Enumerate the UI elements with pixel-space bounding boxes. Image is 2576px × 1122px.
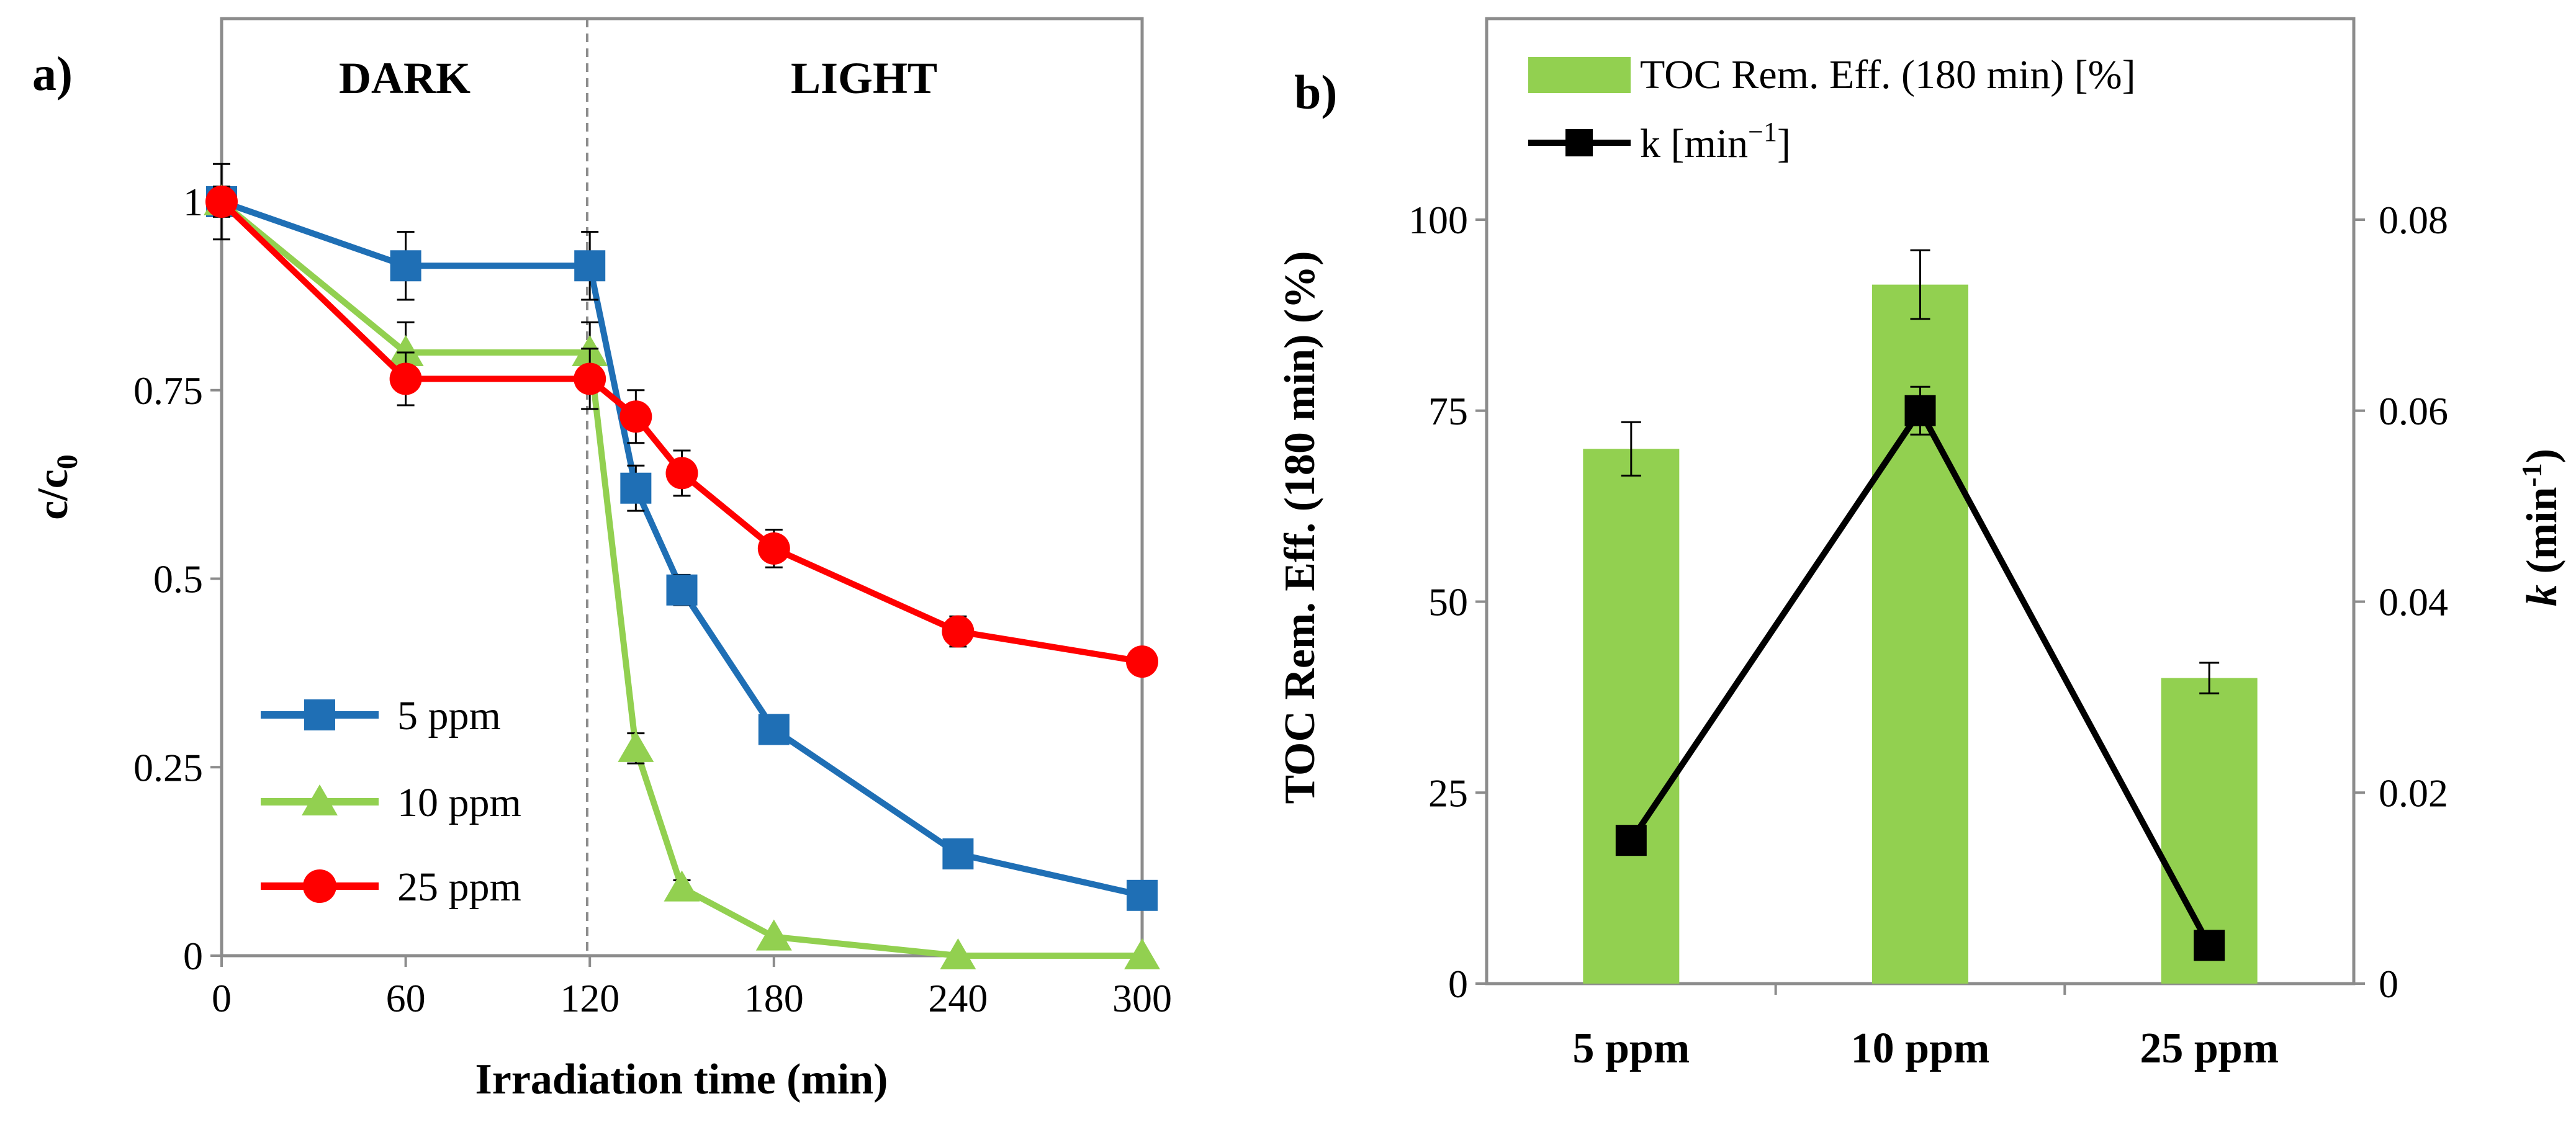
legend-label-10ppm: 10 ppm [397, 780, 521, 825]
legend-b: TOC Rem. Eff. (180 min) [%] k [min−1] [1528, 52, 2136, 166]
legend-label-k: k [min−1] [1640, 117, 1791, 166]
y-tick-label-a: 1 [183, 180, 203, 224]
y-tick-label-a: 0.5 [153, 557, 203, 601]
legend-marker-circle [303, 869, 336, 903]
y-axis-title-a: c/c0 [29, 454, 84, 520]
data-point-10-ppm [1124, 938, 1160, 969]
panel-b-chart: b) TOC Rem. Eff. (180 min) [%] k [min−1]… [1276, 17, 2566, 1072]
y-tick-label-a: 0.25 [133, 745, 203, 789]
y2-tick-label-b: 0 [2379, 962, 2398, 1006]
x-axis-ticks-a: 0 60 120 180 240 300 [212, 956, 1172, 1020]
region-light-label: LIGHT [791, 53, 937, 103]
k-point-10-ppm [1904, 395, 1936, 426]
k-point-25-ppm [2194, 930, 2225, 961]
data-point-5-ppm [390, 250, 421, 282]
y2-tick-label-b: 0.02 [2379, 771, 2448, 815]
legend-label-k-end: ] [1777, 121, 1791, 166]
y2-title-rest: (min [2518, 487, 2566, 585]
legend-item-toc: TOC Rem. Eff. (180 min) [%] [1528, 52, 2136, 97]
data-point-10-ppm [618, 730, 654, 762]
x-tick-label-a: 180 [744, 976, 804, 1020]
series-25-ppm [205, 186, 1158, 678]
category-label-10-ppm: 10 ppm [1851, 1025, 1990, 1072]
x-tick-label-a: 0 [212, 976, 232, 1020]
y-tick-label-b: 75 [1428, 389, 1468, 433]
data-point-5-ppm [758, 714, 790, 745]
x-axis-title-a: Irradiation time (min) [475, 1056, 888, 1103]
panel-a-label: a) [32, 47, 73, 101]
data-point-25-ppm [205, 186, 238, 218]
y-tick-label-a: 0 [183, 934, 203, 978]
data-point-5-ppm [942, 838, 974, 869]
data-point-5-ppm [1127, 879, 1158, 911]
legend-marker-square [304, 699, 335, 730]
panel-a-chart: DARK LIGHT a) 0 0.25 0.5 0.75 1 0 60 120 180 240… [29, 17, 1172, 1103]
data-point-5-ppm [666, 574, 698, 606]
data-point-25-ppm [574, 362, 606, 395]
data-point-25-ppm [757, 532, 790, 565]
x-tick-label-a: 120 [560, 976, 619, 1020]
y2-title-k: k [2518, 585, 2566, 606]
y2-tick-label-b: 0.06 [2379, 389, 2448, 433]
panel-b-label: b) [1294, 65, 1337, 119]
plot-area-a [220, 17, 1144, 958]
legend-label-k-base: k [min [1640, 121, 1748, 166]
legend-label-k-sup: −1 [1748, 117, 1777, 147]
y-axis-title-a-sub: 0 [51, 454, 84, 469]
y-tick-label-b: 100 [1408, 198, 1468, 242]
legend-label-5ppm: 5 ppm [397, 693, 501, 738]
k-line-series-b [1615, 385, 2225, 961]
legend-item-5ppm: 5 ppm [261, 693, 501, 738]
data-point-25-ppm [665, 457, 698, 490]
y-axis-title-b-left: TOC Rem. Eff. (180 min) (%) [1276, 251, 1324, 804]
y-tick-label-b: 0 [1448, 962, 1468, 1006]
y2-title-end: ) [2518, 449, 2566, 463]
data-point-25-ppm [389, 362, 422, 395]
data-point-5-ppm [574, 250, 606, 282]
series-line-10-ppm [219, 199, 1142, 959]
y-axis-title-b-right: k (min-1) [2516, 449, 2566, 606]
x-tick-label-a: 300 [1112, 976, 1172, 1020]
legend-item-25ppm: 25 ppm [261, 864, 521, 910]
y2-tick-label-b: 0.04 [2379, 580, 2448, 624]
legend-label-25ppm: 25 ppm [397, 864, 521, 910]
y-axis-ticks-b-right: 0 0.02 0.04 0.06 0.08 [2354, 198, 2448, 1006]
data-point-25-ppm [619, 400, 652, 433]
data-point-10-ppm [755, 919, 792, 951]
data-point-10-ppm [664, 870, 700, 902]
y-axis-ticks-b-left: 0 25 50 75 100 [1408, 198, 1487, 1006]
legend-marker-triangle [302, 784, 338, 815]
data-point-5-ppm [620, 472, 652, 504]
y2-title-sup: -1 [2516, 463, 2547, 487]
y-axis-ticks-a: 0 0.25 0.5 0.75 1 [133, 180, 222, 978]
x-axis-categories-b: 5 ppm 10 ppm 25 ppm [1572, 984, 2279, 1072]
y-axis-title-a-main: c/c [29, 469, 77, 520]
legend-a: 5 ppm 10 ppm 25 ppm [261, 693, 521, 910]
y-tick-label-a: 0.75 [133, 369, 203, 413]
legend-item-10ppm: 10 ppm [261, 780, 521, 825]
data-point-10-ppm [387, 335, 424, 366]
category-label-25-ppm: 25 ppm [2140, 1025, 2279, 1072]
k-point-5-ppm [1615, 825, 1647, 856]
x-tick-label-a: 60 [386, 976, 426, 1020]
y-tick-label-b: 50 [1428, 580, 1468, 624]
legend-marker-square-k [1565, 129, 1593, 156]
x-tick-label-a: 240 [928, 976, 988, 1020]
data-point-10-ppm [940, 938, 976, 969]
y-tick-label-b: 25 [1428, 771, 1468, 815]
data-point-25-ppm [1126, 645, 1158, 678]
series-line-25-ppm [219, 199, 1143, 665]
region-dark-label: DARK [339, 53, 471, 103]
series-group-a [204, 163, 1160, 969]
legend-item-k: k [min−1] [1528, 117, 1791, 166]
legend-marker-bar [1528, 57, 1631, 93]
series-line-5-ppm [220, 199, 1143, 899]
data-point-25-ppm [942, 615, 975, 648]
bar-series-b [1583, 249, 2258, 984]
category-label-5-ppm: 5 ppm [1572, 1025, 1690, 1072]
y2-tick-label-b: 0.08 [2379, 198, 2448, 242]
bar-5-ppm [1583, 449, 1680, 984]
legend-label-toc: TOC Rem. Eff. (180 min) [%] [1640, 52, 2136, 97]
